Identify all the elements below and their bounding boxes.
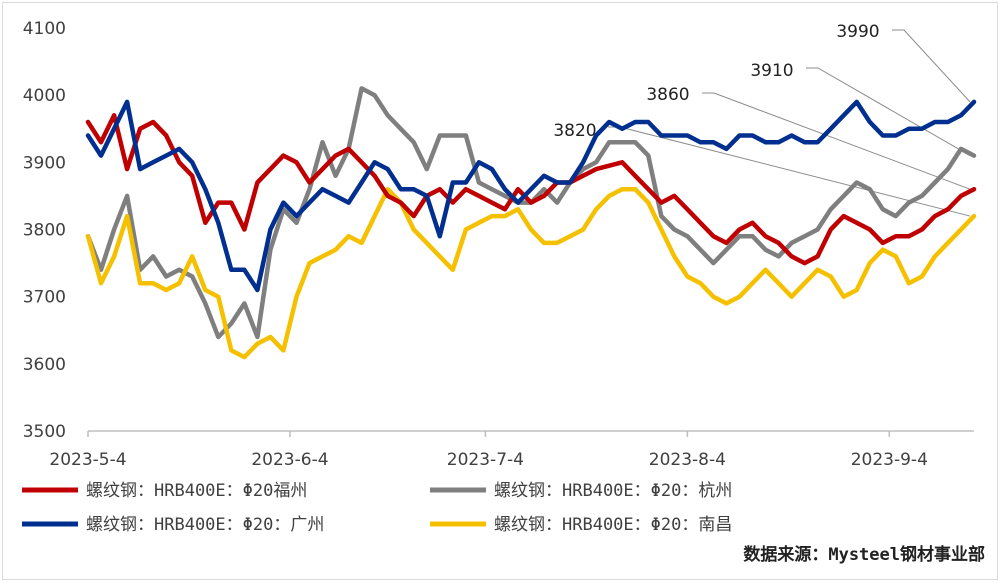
value-annotations: 3990 3910 3860 3820	[553, 22, 879, 141]
y-tick-label: 4000	[23, 86, 66, 106]
series-line	[85, 113, 977, 266]
y-tick-label: 3600	[23, 355, 66, 375]
series-line	[85, 186, 977, 360]
annotation-leader	[892, 29, 971, 103]
x-tick-label: 2023-9-4	[851, 450, 928, 470]
source-note: 数据来源：Mysteel钢材事业部	[743, 544, 985, 565]
y-tick-label: 3500	[23, 422, 66, 442]
x-tick-label: 2023-5-4	[49, 450, 126, 470]
series-line	[85, 99, 977, 293]
series-lines	[85, 86, 977, 360]
legend-label: 螺纹钢：HRB400E：Φ20：杭州	[494, 481, 732, 501]
annotation-label: 3820	[553, 121, 596, 141]
y-tick-label: 3800	[23, 221, 66, 241]
x-tick-label: 2023-7-4	[447, 450, 524, 470]
x-axis-ticks: 2023-5-4 2023-6-4 2023-7-4 2023-8-4 2023-9-4	[49, 431, 928, 470]
annotation-label: 3990	[836, 22, 879, 42]
y-tick-label: 3700	[23, 288, 66, 308]
annotation-leader-lines	[608, 29, 971, 217]
y-axis-tick-labels: 3500 3600 3700 3800 3900 4000 4100	[23, 19, 66, 442]
annotation-leader	[806, 67, 971, 157]
legend: 螺纹钢：HRB400E：Φ20福州 螺纹钢：HRB400E：Φ20：杭州螺纹钢：H…	[22, 481, 732, 535]
legend-label: 螺纹钢：HRB400E：Φ20：广州	[86, 515, 324, 535]
y-tick-label: 3900	[23, 153, 66, 173]
annotation-label: 3910	[750, 61, 793, 81]
annotation-leader	[702, 92, 971, 190]
legend-label: 螺纹钢：HRB400E：Φ20福州	[86, 481, 307, 501]
y-tick-label: 4100	[23, 19, 66, 39]
annotation-label: 3860	[646, 85, 689, 105]
x-tick-label: 2023-6-4	[251, 450, 328, 470]
legend-label: 螺纹钢：HRB400E：Φ20：南昌	[494, 515, 732, 535]
x-tick-label: 2023-8-4	[649, 450, 726, 470]
